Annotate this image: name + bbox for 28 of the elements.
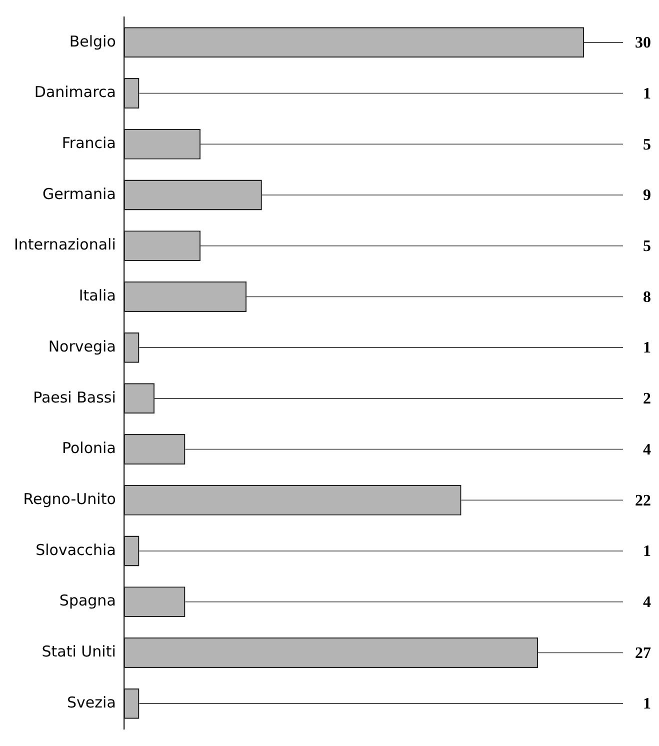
data-label: 9 <box>643 187 651 204</box>
y-tick-label: Internazionali <box>14 236 116 254</box>
data-label: 5 <box>643 136 651 154</box>
data-label: 1 <box>643 543 651 560</box>
y-tick-label: Francia <box>62 134 116 152</box>
data-label: 4 <box>643 441 651 458</box>
data-label: 4 <box>643 594 651 611</box>
y-tick-label: Stati Uniti <box>42 642 116 661</box>
y-tick-label: Slovacchia <box>36 540 116 559</box>
y-tick-label: Norvegia <box>48 337 116 356</box>
y-tick-label: Belgio <box>69 32 116 50</box>
y-tick-label: Svezia <box>67 693 116 712</box>
data-label: 2 <box>643 390 651 408</box>
data-label: 8 <box>643 288 651 306</box>
data-label: 1 <box>643 696 651 713</box>
data-label: 27 <box>635 644 651 662</box>
y-tick-label: Polonia <box>62 439 116 458</box>
data-label: 5 <box>643 238 651 255</box>
data-label: 1 <box>643 85 651 102</box>
y-tick-label: Spagna <box>59 592 116 610</box>
y-tick-label: Danimarca <box>34 83 116 102</box>
data-label: 1 <box>643 340 651 357</box>
y-tick-label: Italia <box>78 286 116 305</box>
y-tick-label: Regno-Unito <box>23 490 116 508</box>
y-tick-label: Germania <box>42 184 116 203</box>
data-label: 22 <box>635 492 651 510</box>
y-tick-label: Paesi Bassi <box>33 388 116 406</box>
data-label: 30 <box>635 34 651 52</box>
